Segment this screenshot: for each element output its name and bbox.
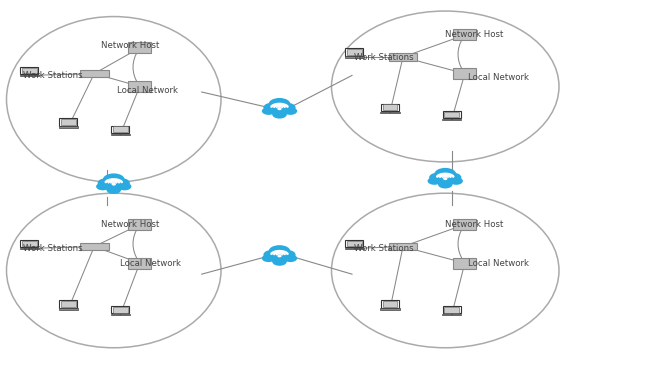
FancyBboxPatch shape bbox=[61, 119, 75, 125]
FancyBboxPatch shape bbox=[113, 307, 127, 312]
FancyBboxPatch shape bbox=[58, 308, 78, 310]
FancyBboxPatch shape bbox=[22, 241, 36, 246]
FancyBboxPatch shape bbox=[20, 240, 38, 247]
Circle shape bbox=[98, 178, 114, 188]
FancyBboxPatch shape bbox=[111, 306, 129, 313]
FancyBboxPatch shape bbox=[20, 67, 38, 74]
Text: Work Stations: Work Stations bbox=[23, 71, 83, 80]
Circle shape bbox=[268, 245, 291, 258]
Text: Local Network: Local Network bbox=[120, 259, 181, 268]
FancyBboxPatch shape bbox=[380, 112, 400, 113]
Text: Local Network: Local Network bbox=[117, 86, 178, 95]
Circle shape bbox=[279, 250, 296, 259]
Ellipse shape bbox=[332, 193, 559, 348]
FancyBboxPatch shape bbox=[347, 49, 361, 55]
FancyBboxPatch shape bbox=[80, 70, 109, 77]
FancyBboxPatch shape bbox=[59, 300, 77, 308]
Circle shape bbox=[263, 250, 280, 259]
Text: Local Network: Local Network bbox=[468, 259, 529, 268]
Circle shape bbox=[112, 183, 115, 185]
Circle shape bbox=[445, 173, 461, 182]
FancyBboxPatch shape bbox=[453, 68, 476, 79]
Circle shape bbox=[278, 108, 281, 110]
FancyBboxPatch shape bbox=[113, 127, 127, 132]
Circle shape bbox=[113, 178, 130, 188]
FancyBboxPatch shape bbox=[345, 240, 363, 247]
FancyBboxPatch shape bbox=[58, 126, 78, 128]
Text: Network Host: Network Host bbox=[445, 220, 504, 229]
FancyBboxPatch shape bbox=[344, 248, 364, 249]
FancyBboxPatch shape bbox=[111, 134, 130, 135]
Circle shape bbox=[428, 177, 441, 185]
FancyBboxPatch shape bbox=[345, 48, 363, 56]
Circle shape bbox=[283, 107, 297, 115]
FancyBboxPatch shape bbox=[128, 258, 151, 269]
FancyBboxPatch shape bbox=[80, 243, 109, 250]
FancyBboxPatch shape bbox=[443, 306, 461, 313]
Ellipse shape bbox=[6, 17, 221, 182]
FancyBboxPatch shape bbox=[111, 314, 130, 315]
FancyBboxPatch shape bbox=[442, 314, 462, 315]
Circle shape bbox=[269, 104, 290, 116]
Circle shape bbox=[272, 110, 287, 118]
FancyBboxPatch shape bbox=[453, 219, 476, 230]
FancyBboxPatch shape bbox=[128, 42, 151, 53]
FancyBboxPatch shape bbox=[443, 111, 461, 118]
FancyBboxPatch shape bbox=[20, 75, 39, 76]
Text: Network Host: Network Host bbox=[101, 220, 159, 229]
Text: Network Host: Network Host bbox=[445, 31, 504, 39]
FancyBboxPatch shape bbox=[442, 119, 462, 120]
Circle shape bbox=[103, 180, 124, 191]
Circle shape bbox=[262, 254, 276, 262]
FancyBboxPatch shape bbox=[383, 301, 397, 307]
Circle shape bbox=[438, 180, 452, 188]
FancyBboxPatch shape bbox=[128, 219, 151, 230]
Circle shape bbox=[444, 178, 447, 180]
Circle shape bbox=[272, 258, 287, 266]
Circle shape bbox=[429, 173, 446, 182]
FancyBboxPatch shape bbox=[128, 81, 151, 92]
Text: Network Host: Network Host bbox=[101, 42, 159, 50]
Circle shape bbox=[107, 186, 121, 194]
Circle shape bbox=[435, 174, 456, 186]
FancyBboxPatch shape bbox=[111, 125, 129, 133]
Circle shape bbox=[118, 183, 131, 190]
FancyBboxPatch shape bbox=[344, 56, 364, 58]
FancyBboxPatch shape bbox=[380, 308, 400, 310]
Text: Work Stations: Work Stations bbox=[23, 244, 83, 253]
FancyBboxPatch shape bbox=[61, 301, 75, 307]
FancyBboxPatch shape bbox=[381, 103, 399, 111]
Circle shape bbox=[103, 173, 125, 186]
Circle shape bbox=[263, 103, 280, 112]
Circle shape bbox=[449, 177, 463, 185]
Text: Work Stations: Work Stations bbox=[354, 53, 414, 61]
Circle shape bbox=[434, 168, 456, 180]
Circle shape bbox=[268, 98, 291, 110]
FancyBboxPatch shape bbox=[381, 300, 399, 308]
Text: Work Stations: Work Stations bbox=[354, 244, 414, 253]
Ellipse shape bbox=[332, 11, 559, 162]
Circle shape bbox=[279, 103, 296, 112]
Circle shape bbox=[278, 255, 281, 257]
FancyBboxPatch shape bbox=[453, 29, 476, 40]
FancyBboxPatch shape bbox=[445, 112, 459, 117]
FancyBboxPatch shape bbox=[22, 68, 36, 73]
Circle shape bbox=[269, 251, 290, 263]
Text: Local Network: Local Network bbox=[468, 73, 529, 82]
FancyBboxPatch shape bbox=[59, 118, 77, 125]
Ellipse shape bbox=[6, 193, 221, 348]
FancyBboxPatch shape bbox=[445, 307, 459, 312]
FancyBboxPatch shape bbox=[389, 53, 417, 61]
FancyBboxPatch shape bbox=[383, 105, 397, 110]
Circle shape bbox=[283, 254, 297, 262]
Circle shape bbox=[96, 183, 110, 190]
FancyBboxPatch shape bbox=[453, 258, 476, 269]
FancyBboxPatch shape bbox=[20, 248, 39, 249]
Circle shape bbox=[262, 107, 276, 115]
FancyBboxPatch shape bbox=[389, 243, 417, 250]
FancyBboxPatch shape bbox=[347, 241, 361, 246]
